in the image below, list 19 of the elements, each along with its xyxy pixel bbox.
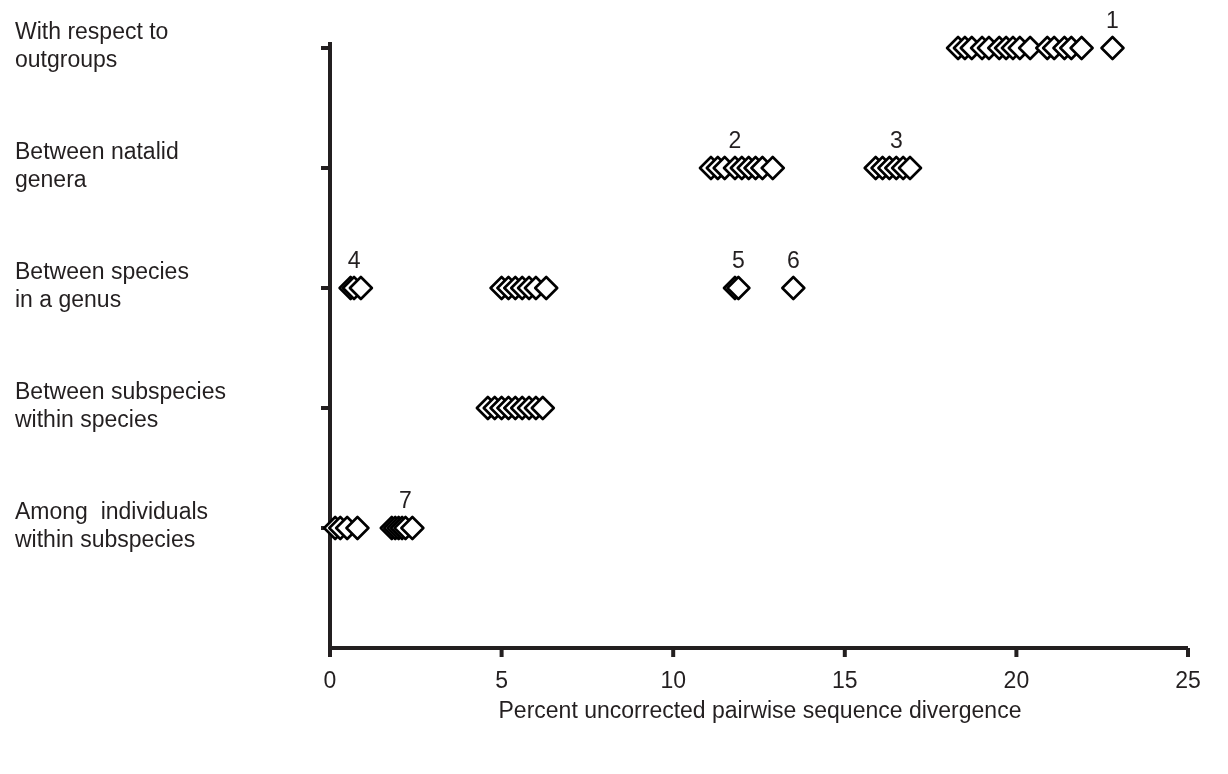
x-tick-label: 0 bbox=[323, 667, 337, 693]
annotation: 7 bbox=[399, 487, 412, 513]
x-tick-label: 20 bbox=[1003, 667, 1030, 693]
annotation: 1 bbox=[1106, 7, 1119, 33]
annotation: 6 bbox=[786, 247, 800, 273]
annotation: 3 bbox=[889, 127, 903, 153]
y-tick-label: Between subspecies within species bbox=[14, 378, 226, 432]
x-tick-label: 25 bbox=[1175, 667, 1201, 693]
annotation: 4 bbox=[347, 247, 361, 273]
x-tick-label: 15 bbox=[832, 667, 858, 693]
annotation: 2 bbox=[728, 127, 742, 153]
y-tick-label: Between species in a genus bbox=[15, 258, 189, 312]
annotation: 5 bbox=[732, 247, 745, 273]
x-tick-label: 5 bbox=[495, 667, 508, 693]
x-tick-label: 10 bbox=[660, 667, 686, 693]
y-tick-label: Between natalid genera bbox=[15, 138, 179, 192]
y-tick-label: With respect to outgroups bbox=[15, 18, 169, 72]
y-tick-label: Among individuals within subspecies bbox=[14, 498, 209, 552]
x-axis-title: Percent uncorrected pairwise sequence divergence bbox=[498, 697, 1022, 723]
